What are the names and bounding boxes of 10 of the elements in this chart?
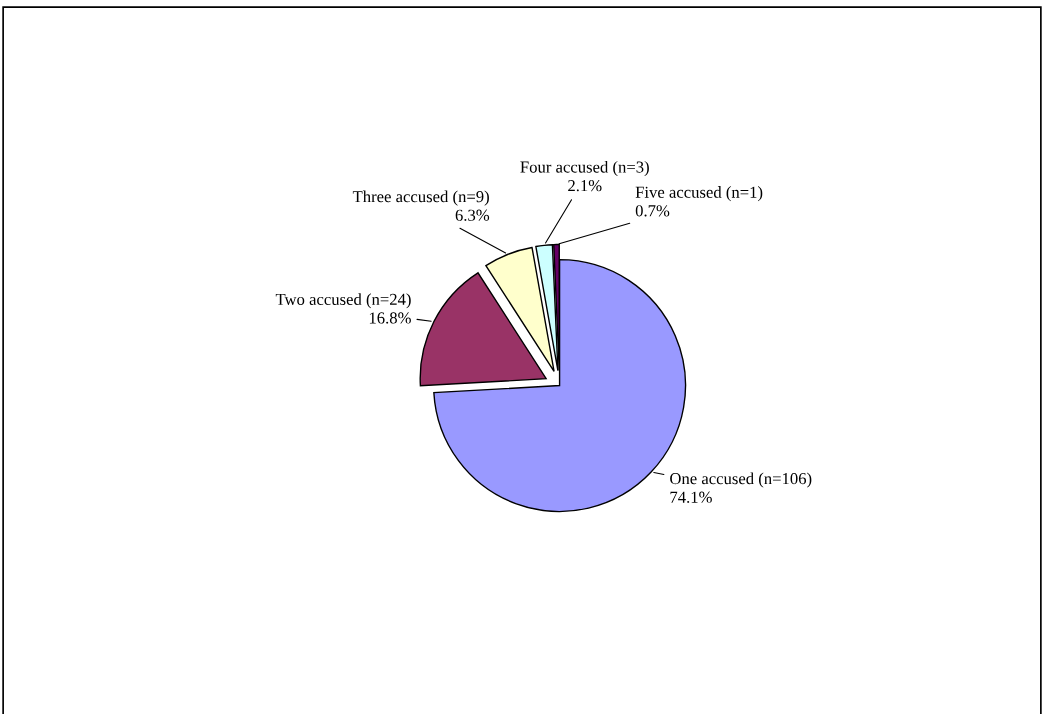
- data-label: 74.1%: [670, 491, 712, 503]
- data-label: 0.7%: [635, 205, 670, 217]
- slice-label: Three accused (n=9): [352, 190, 489, 206]
- data-label: 16.8%: [369, 312, 411, 324]
- data-label: 2.1%: [568, 180, 602, 192]
- slice-label: Two accused (n=24): [275, 293, 411, 309]
- data-label: 6.3%: [455, 209, 490, 221]
- slice-label: Four accused (n=3): [520, 160, 649, 177]
- slice-label: One accused (n=106): [670, 472, 812, 488]
- slice-label: Five accused (n=1): [635, 186, 763, 202]
